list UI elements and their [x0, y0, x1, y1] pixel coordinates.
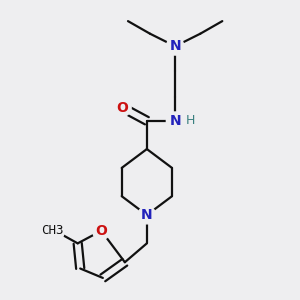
Text: O: O [116, 100, 128, 115]
Text: N: N [169, 39, 181, 53]
Circle shape [166, 38, 184, 55]
Circle shape [166, 112, 184, 130]
Text: N: N [141, 208, 153, 222]
Circle shape [138, 206, 156, 224]
Circle shape [113, 99, 131, 116]
Text: H: H [185, 114, 195, 127]
Circle shape [40, 218, 64, 243]
Text: O: O [95, 224, 107, 238]
Circle shape [92, 222, 110, 240]
Text: N: N [169, 114, 181, 128]
Text: CH3: CH3 [41, 224, 63, 237]
